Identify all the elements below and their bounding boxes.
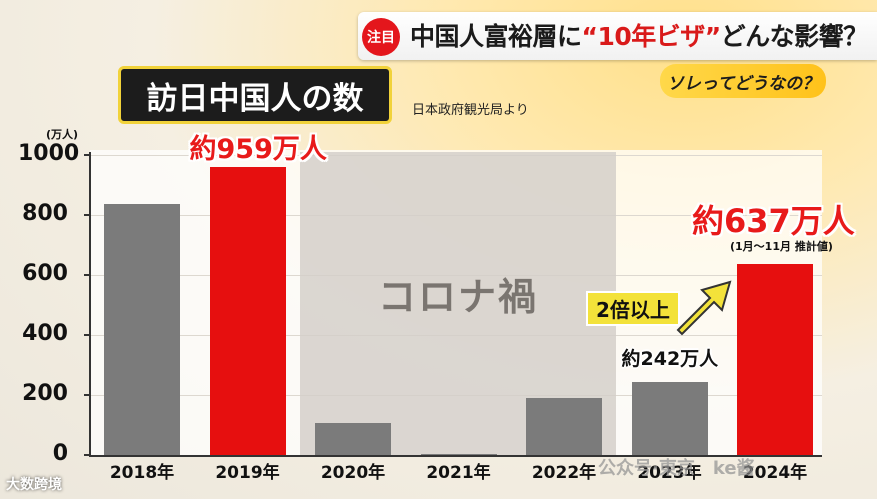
headline-prefix: 中国人富裕層に — [410, 22, 582, 51]
x-tick-label: 2023年 — [637, 463, 702, 483]
y-tick-mark — [84, 154, 90, 156]
covid-label: コロナ禍 — [377, 275, 538, 319]
headline-highlight: “10年ビザ” — [581, 22, 722, 51]
y-tick-label: 200 — [22, 381, 68, 406]
y-tick-label: 600 — [22, 261, 68, 286]
estimate-note: (1月～11月 推計値) — [730, 240, 833, 253]
bar-2024年 — [737, 263, 813, 455]
x-tick-label: 2024年 — [742, 463, 808, 483]
up-right-arrow-icon — [676, 280, 732, 336]
y-axis-unit: (万人) — [46, 128, 79, 141]
watermark-right: 公众号·東京 ke酱 — [598, 458, 755, 479]
bar-2023年 — [631, 382, 708, 455]
data-label-2024: 約637万人 — [692, 201, 855, 240]
y-tick-label: 0 — [52, 441, 68, 466]
bar-2022年 — [526, 398, 602, 455]
y-tick-label: 400 — [22, 321, 68, 346]
y-tick-mark — [84, 214, 90, 216]
attention-badge: 注目 — [362, 18, 400, 56]
bar-2021年 — [420, 453, 497, 455]
headline-bar — [358, 12, 877, 60]
data-label-2019: 約959万人 — [189, 134, 327, 166]
source-note: 日本政府観光局より — [412, 103, 529, 118]
y-tick-label: 1000 — [18, 141, 80, 166]
bar-2019年 — [209, 167, 286, 455]
headline-suffix: どんな影響？ — [720, 22, 869, 51]
chart-title: 訪日中国人の数 — [118, 66, 392, 124]
x-tick-label: 2021年 — [426, 463, 491, 483]
y-tick-mark — [84, 274, 90, 276]
segment-tag: ソレってどうなの？ — [660, 64, 826, 98]
y-tick-mark — [84, 334, 90, 336]
headline: 中国人富裕層に“10年ビザ”どんな影響？ — [410, 17, 868, 53]
y-tick-mark — [84, 454, 90, 456]
bar-2020年 — [315, 422, 391, 455]
y-axis — [89, 152, 91, 456]
x-tick-label: 2022年 — [531, 463, 597, 483]
watermark-left: 大数跨境 — [6, 477, 62, 493]
y-tick-mark — [84, 394, 90, 396]
x-tick-label: 2019年 — [215, 463, 280, 483]
growth-label: 2倍以上 — [586, 291, 680, 326]
x-tick-label: 2020年 — [320, 463, 386, 483]
y-tick-label: 800 — [22, 201, 68, 226]
x-tick-label: 2018年 — [109, 463, 175, 483]
bar-2018年 — [104, 203, 180, 455]
data-label-2023: 約242万人 — [621, 348, 719, 371]
x-axis — [89, 455, 822, 457]
